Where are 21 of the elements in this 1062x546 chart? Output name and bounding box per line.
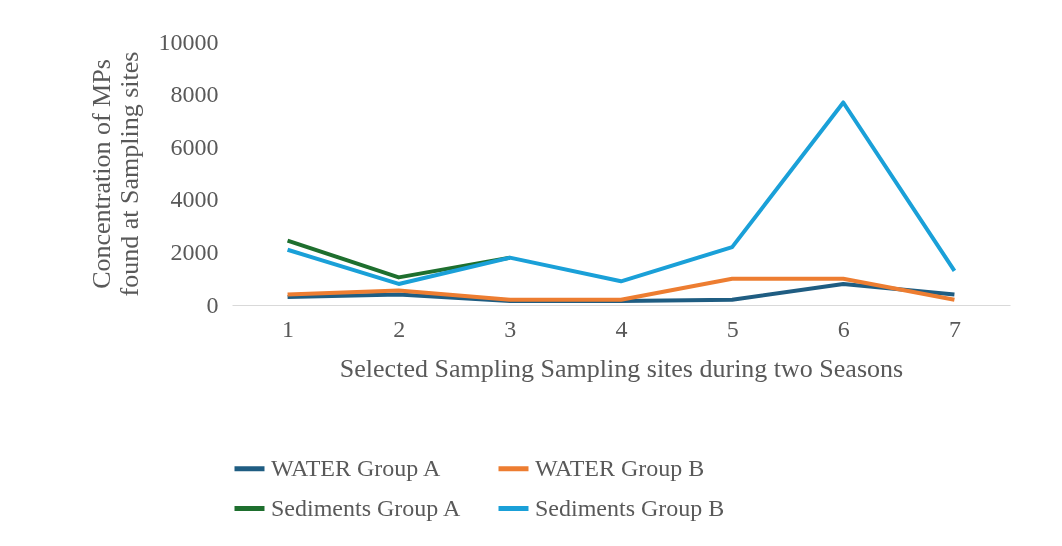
- y-tick-label: 8000: [170, 81, 219, 108]
- y-tick-label: 6000: [170, 133, 219, 160]
- x-tick-label: 7: [948, 315, 961, 342]
- x-tick-label: 4: [615, 315, 628, 342]
- x-tick-label: 5: [726, 315, 739, 342]
- x-tick-label: 3: [504, 315, 517, 342]
- y-tick-label: 10000: [158, 28, 219, 55]
- y-tick-label: 4000: [170, 186, 219, 213]
- y-tick-label: 2000: [170, 238, 219, 265]
- y-tick-label: 0: [206, 291, 219, 318]
- line-series: [285, 276, 957, 302]
- x-tick-label: 6: [837, 315, 850, 342]
- legend-label: Sediments Group A: [271, 494, 461, 521]
- legend-label: Sediments Group B: [535, 494, 725, 521]
- line-series: [285, 100, 957, 286]
- y-axis-title: Concentration of MPs found at Sampling sites: [86, 51, 144, 297]
- x-axis-title: Selected Sampling Sampling sites during two Seasons: [339, 353, 904, 383]
- x-tick-label: 2: [393, 315, 406, 342]
- legend-label: WATER Group B: [535, 454, 705, 481]
- x-tick-label: 1: [282, 315, 295, 342]
- legend-label: WATER Group A: [271, 454, 441, 481]
